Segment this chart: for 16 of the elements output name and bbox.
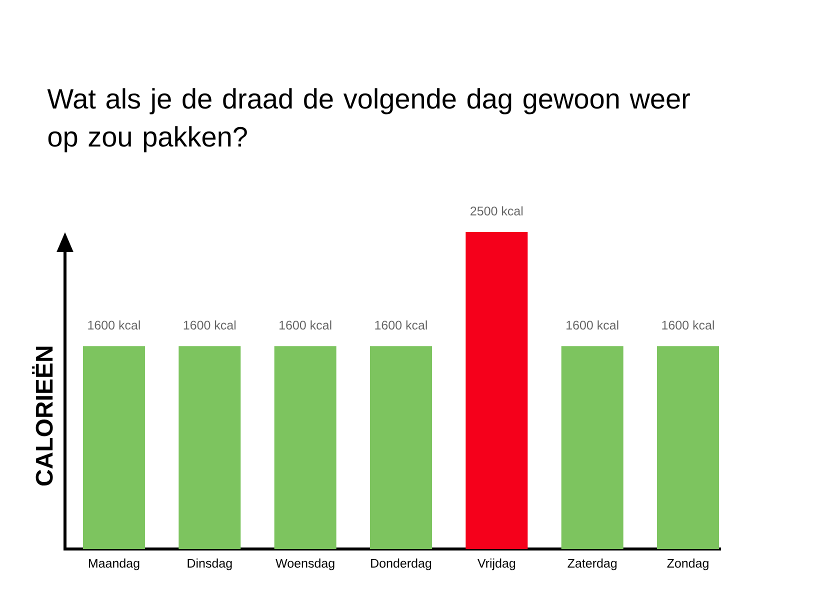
x-tick-label: Maandag [88, 558, 140, 570]
y-axis-title: CALORIEËN [32, 346, 53, 486]
data-label: 1600 kcal [375, 320, 427, 330]
data-label: 1600 kcal [184, 320, 236, 330]
x-tick-label: Vrijdag [478, 558, 516, 570]
data-label: 2500 kcal [470, 206, 523, 216]
x-tick-label: Woensdag [276, 558, 334, 570]
data-label: 1600 kcal [662, 320, 714, 330]
data-label: 1600 kcal [88, 320, 140, 330]
data-label: 1600 kcal [566, 320, 618, 330]
x-tick-label: Donderdag [371, 558, 432, 570]
chart-title: Wat als je de draad de volgende dag gewoon weer op zou pakken? [47, 88, 690, 152]
x-tick-label: Zaterdag [568, 558, 617, 570]
x-tick-label: Zondag [667, 558, 708, 570]
x-tick-label: Dinsdag [188, 558, 232, 570]
data-label: 1600 kcal [280, 320, 332, 330]
